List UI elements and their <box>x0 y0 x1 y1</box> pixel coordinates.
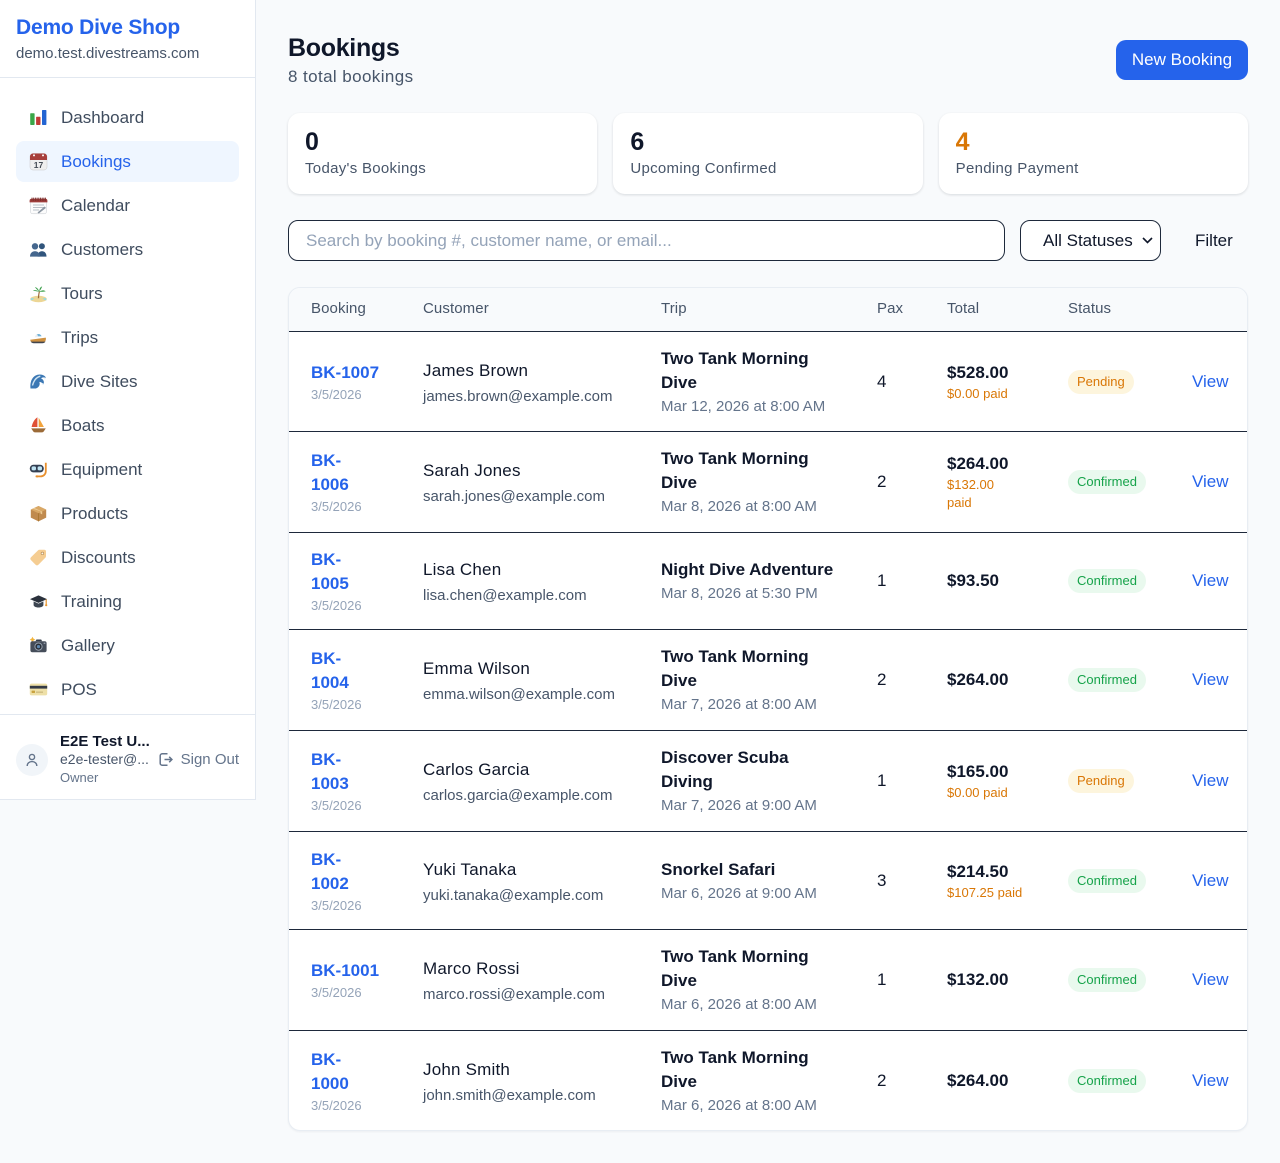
svg-text:17: 17 <box>34 160 44 170</box>
